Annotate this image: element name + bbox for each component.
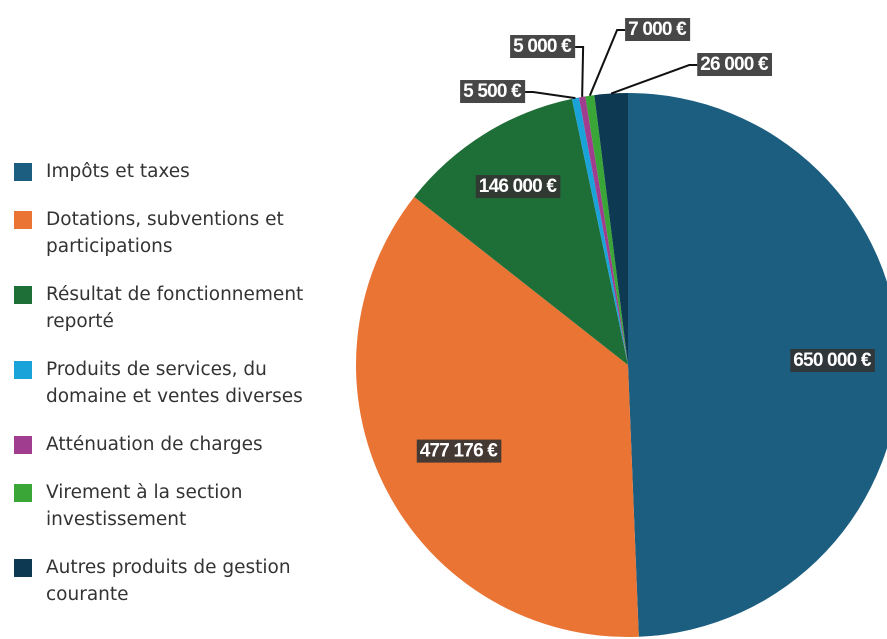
pie-slice [628, 93, 887, 637]
legend-item: Produits de services, du domaine et vent… [14, 356, 314, 410]
data-label-bg [510, 35, 576, 59]
pie-slice [414, 98, 628, 365]
data-label-bg [790, 348, 875, 372]
pie-slice [585, 95, 628, 366]
data-label-bg [460, 80, 526, 104]
legend-item: Virement à la section investissement [14, 479, 314, 533]
data-label: 5 000 € [513, 36, 572, 57]
legend-swatch [14, 559, 32, 577]
legend-label: Virement à la section investissement [46, 482, 243, 530]
data-label: 146 000 € [479, 176, 558, 197]
legend-label: Impôts et taxes [46, 161, 190, 182]
legend-label: Autres produits de gestion courante [46, 557, 291, 605]
data-label: 477 176 € [420, 441, 499, 462]
leader-line [525, 91, 576, 100]
legend-swatch [14, 361, 32, 379]
legend-item: Atténuation de charges [14, 431, 314, 458]
data-label-bg [625, 18, 691, 42]
legend-swatch [14, 484, 32, 502]
data-label-bg [475, 175, 561, 199]
leader-line [610, 64, 698, 95]
data-label: 7 000 € [628, 19, 687, 40]
legend-item: Impôts et taxes [14, 158, 314, 185]
legend-item: Dotations, subventions et participations [14, 206, 314, 260]
legend-label: Atténuation de charges [46, 434, 263, 455]
pie-slice [355, 196, 639, 638]
data-label-bg [697, 53, 773, 77]
pie-slice [594, 93, 628, 365]
data-label-bg [416, 439, 502, 463]
pie-slice [571, 97, 628, 365]
legend-label: Résultat de fonctionnement reporté [46, 284, 304, 332]
pie-slice [578, 96, 628, 366]
legend-label: Dotations, subventions et participations [46, 209, 284, 257]
legend-item: Autres produits de gestion courante [14, 554, 314, 608]
leader-line [575, 46, 585, 97]
legend-label: Produits de services, du domaine et vent… [46, 359, 303, 407]
legend-swatch [14, 163, 32, 181]
legend-swatch [14, 436, 32, 454]
data-label: 5 500 € [463, 81, 522, 102]
data-label: 26 000 € [700, 54, 769, 75]
legend: Impôts et taxes Dotations, subventions et… [14, 158, 314, 629]
legend-swatch [14, 286, 32, 304]
legend-swatch [14, 211, 32, 229]
legend-item: Résultat de fonctionnement reporté [14, 281, 314, 335]
data-label: 650 000 € [793, 350, 872, 371]
leader-line [588, 29, 626, 97]
